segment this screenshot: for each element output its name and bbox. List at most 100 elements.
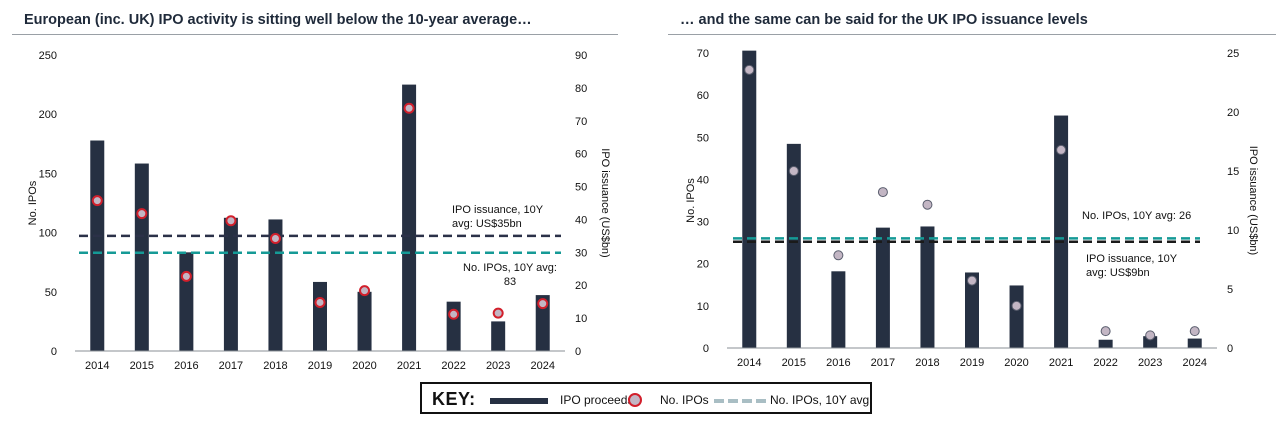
x-axis-tick-label: 2015 [130, 360, 154, 372]
left-axis-tick-label: 50 [697, 132, 709, 144]
ipo-count-dot [1145, 330, 1156, 341]
right-axis-tick-label: 70 [575, 116, 587, 128]
left-axis-tick-label: 10 [697, 301, 709, 313]
right-title-rule [668, 34, 1276, 35]
right-axis-title: IPO issuance (US$bn) [1247, 146, 1259, 255]
proceeds-bar [1098, 339, 1113, 348]
ipo-count-dot [967, 275, 977, 286]
proceeds-bar [179, 252, 194, 351]
ipo-count-dot [537, 298, 549, 310]
ipo-count-dot [877, 187, 888, 198]
ipo-count-dot [833, 250, 844, 261]
proceeds-bar [786, 143, 801, 348]
right-axis-tick-label: 0 [1227, 343, 1233, 355]
x-axis-tick-label: 2023 [1138, 357, 1162, 369]
x-axis-tick-label: 2020 [352, 360, 376, 372]
right-axis-tick-label: 15 [1227, 166, 1239, 178]
x-axis-tick-label: 2022 [441, 360, 465, 372]
proceeds-bar [402, 84, 417, 351]
proceeds-bar [1143, 336, 1158, 348]
x-axis-tick-label: 2018 [915, 357, 939, 369]
proceeds-bar [1187, 338, 1202, 348]
x-axis-tick-label: 2014 [85, 360, 109, 372]
right-axis-tick-label: 60 [575, 149, 587, 161]
left-axis-tick-label: 200 [39, 109, 57, 121]
right-axis-tick-label: 5 [1227, 284, 1233, 296]
left-title-rule [12, 34, 618, 35]
proceeds-bar [357, 291, 372, 351]
ipo-count-dot [744, 64, 755, 75]
right-axis-tick-label: 30 [575, 247, 587, 259]
key-item-proceeds: IPO proceeds [560, 393, 634, 407]
right-axis-title: IPO issuance (US$bn) [599, 148, 611, 257]
ipos-avg-annotation: No. IPOs, 10Y avg: 26 [1082, 210, 1191, 222]
proceeds-bar [223, 217, 238, 351]
left-axis-tick-label: 30 [697, 217, 709, 229]
right-axis-tick-label: 25 [1227, 48, 1239, 60]
x-axis-tick-label: 2018 [263, 360, 287, 372]
x-axis-tick-label: 2024 [530, 360, 554, 372]
left-axis-title: No. IPOs [685, 178, 697, 223]
ipo-count-dot [269, 233, 281, 245]
right-axis-tick-label: 10 [575, 313, 587, 325]
right-axis-tick-label: 20 [575, 280, 587, 292]
key-label: KEY: [432, 389, 476, 409]
ipo-count-dot [91, 195, 103, 207]
ipo-count-dot [448, 308, 460, 320]
left-chart: 0 50 100 150 200 250 0 10 20 30 40 50 60 70 80 90 No. IP… [27, 50, 611, 372]
legend-key: KEY: IPO proceeds No. IPOs No. IPOs, 10Y… [420, 382, 873, 414]
ipo-count-dot [1189, 326, 1200, 337]
x-axis-tick-label: 2017 [871, 357, 895, 369]
left-axis-tick-label: 60 [697, 90, 709, 102]
proceeds-bar [134, 163, 149, 351]
issuance-avg-annotation: IPO issuance, 10Y [452, 204, 544, 216]
ipo-count-dot [1100, 326, 1111, 337]
proceeds-bar [920, 226, 935, 348]
left-axis-tick-label: 100 [39, 228, 57, 240]
x-axis-tick-label: 2019 [308, 360, 332, 372]
key-item-ipos: No. IPOs [660, 393, 709, 407]
left-axis-title: No. IPOs [27, 180, 39, 225]
ipo-count-dot [136, 208, 148, 220]
x-axis-tick-label: 2015 [782, 357, 806, 369]
proceeds-bar [875, 227, 890, 348]
right-axis-tick-label: 10 [1227, 225, 1239, 237]
x-axis-tick-label: 2016 [174, 360, 198, 372]
issuance-avg-annotation: avg: US$35bn [452, 218, 522, 230]
issuance-avg-annotation: avg: US$9bn [1086, 267, 1150, 279]
proceeds-bar [491, 321, 506, 351]
proceeds-bar [1054, 115, 1069, 348]
right-axis-tick-label: 90 [575, 50, 587, 62]
right-axis-tick-label: 0 [575, 346, 581, 358]
key-dash-swatch-2 [742, 399, 768, 403]
left-axis-tick-label: 40 [697, 174, 709, 186]
right-axis-tick-label: 40 [575, 214, 587, 226]
right-axis-tick-label: 20 [1227, 107, 1239, 119]
proceeds-bar [90, 140, 105, 351]
x-axis-tick-label: 2021 [397, 360, 421, 372]
issuance-avg-annotation: IPO issuance, 10Y [1086, 253, 1178, 265]
proceeds-bar [742, 50, 757, 348]
x-axis-tick-label: 2020 [1004, 357, 1028, 369]
ipo-count-dot [922, 199, 933, 210]
ipo-count-dot [403, 102, 415, 114]
left-axis-tick-label: 70 [697, 48, 709, 60]
ipo-count-dot [1056, 144, 1067, 155]
ipo-count-dot [1011, 300, 1022, 311]
x-axis-tick-label: 2017 [219, 360, 243, 372]
right-axis-tick-label: 80 [575, 83, 587, 95]
ipo-count-dot [359, 285, 371, 297]
x-axis-tick-label: 2022 [1093, 357, 1117, 369]
key-dash-swatch [714, 399, 740, 403]
ipos-avg-annotation: No. IPOs, 10Y avg: [463, 262, 557, 274]
ipo-count-dot [225, 215, 237, 227]
right-chart-title: … and the same can be said for the UK IP… [680, 12, 1088, 28]
x-axis-tick-label: 2023 [486, 360, 510, 372]
x-axis-tick-label: 2021 [1049, 357, 1073, 369]
ipo-count-dot [492, 307, 504, 319]
left-axis-tick-label: 20 [697, 259, 709, 271]
right-axis-tick-label: 50 [575, 182, 587, 194]
x-axis-tick-label: 2016 [826, 357, 850, 369]
proceeds-bar [1009, 285, 1024, 348]
left-chart-title: European (inc. UK) IPO activity is sitti… [24, 12, 532, 28]
